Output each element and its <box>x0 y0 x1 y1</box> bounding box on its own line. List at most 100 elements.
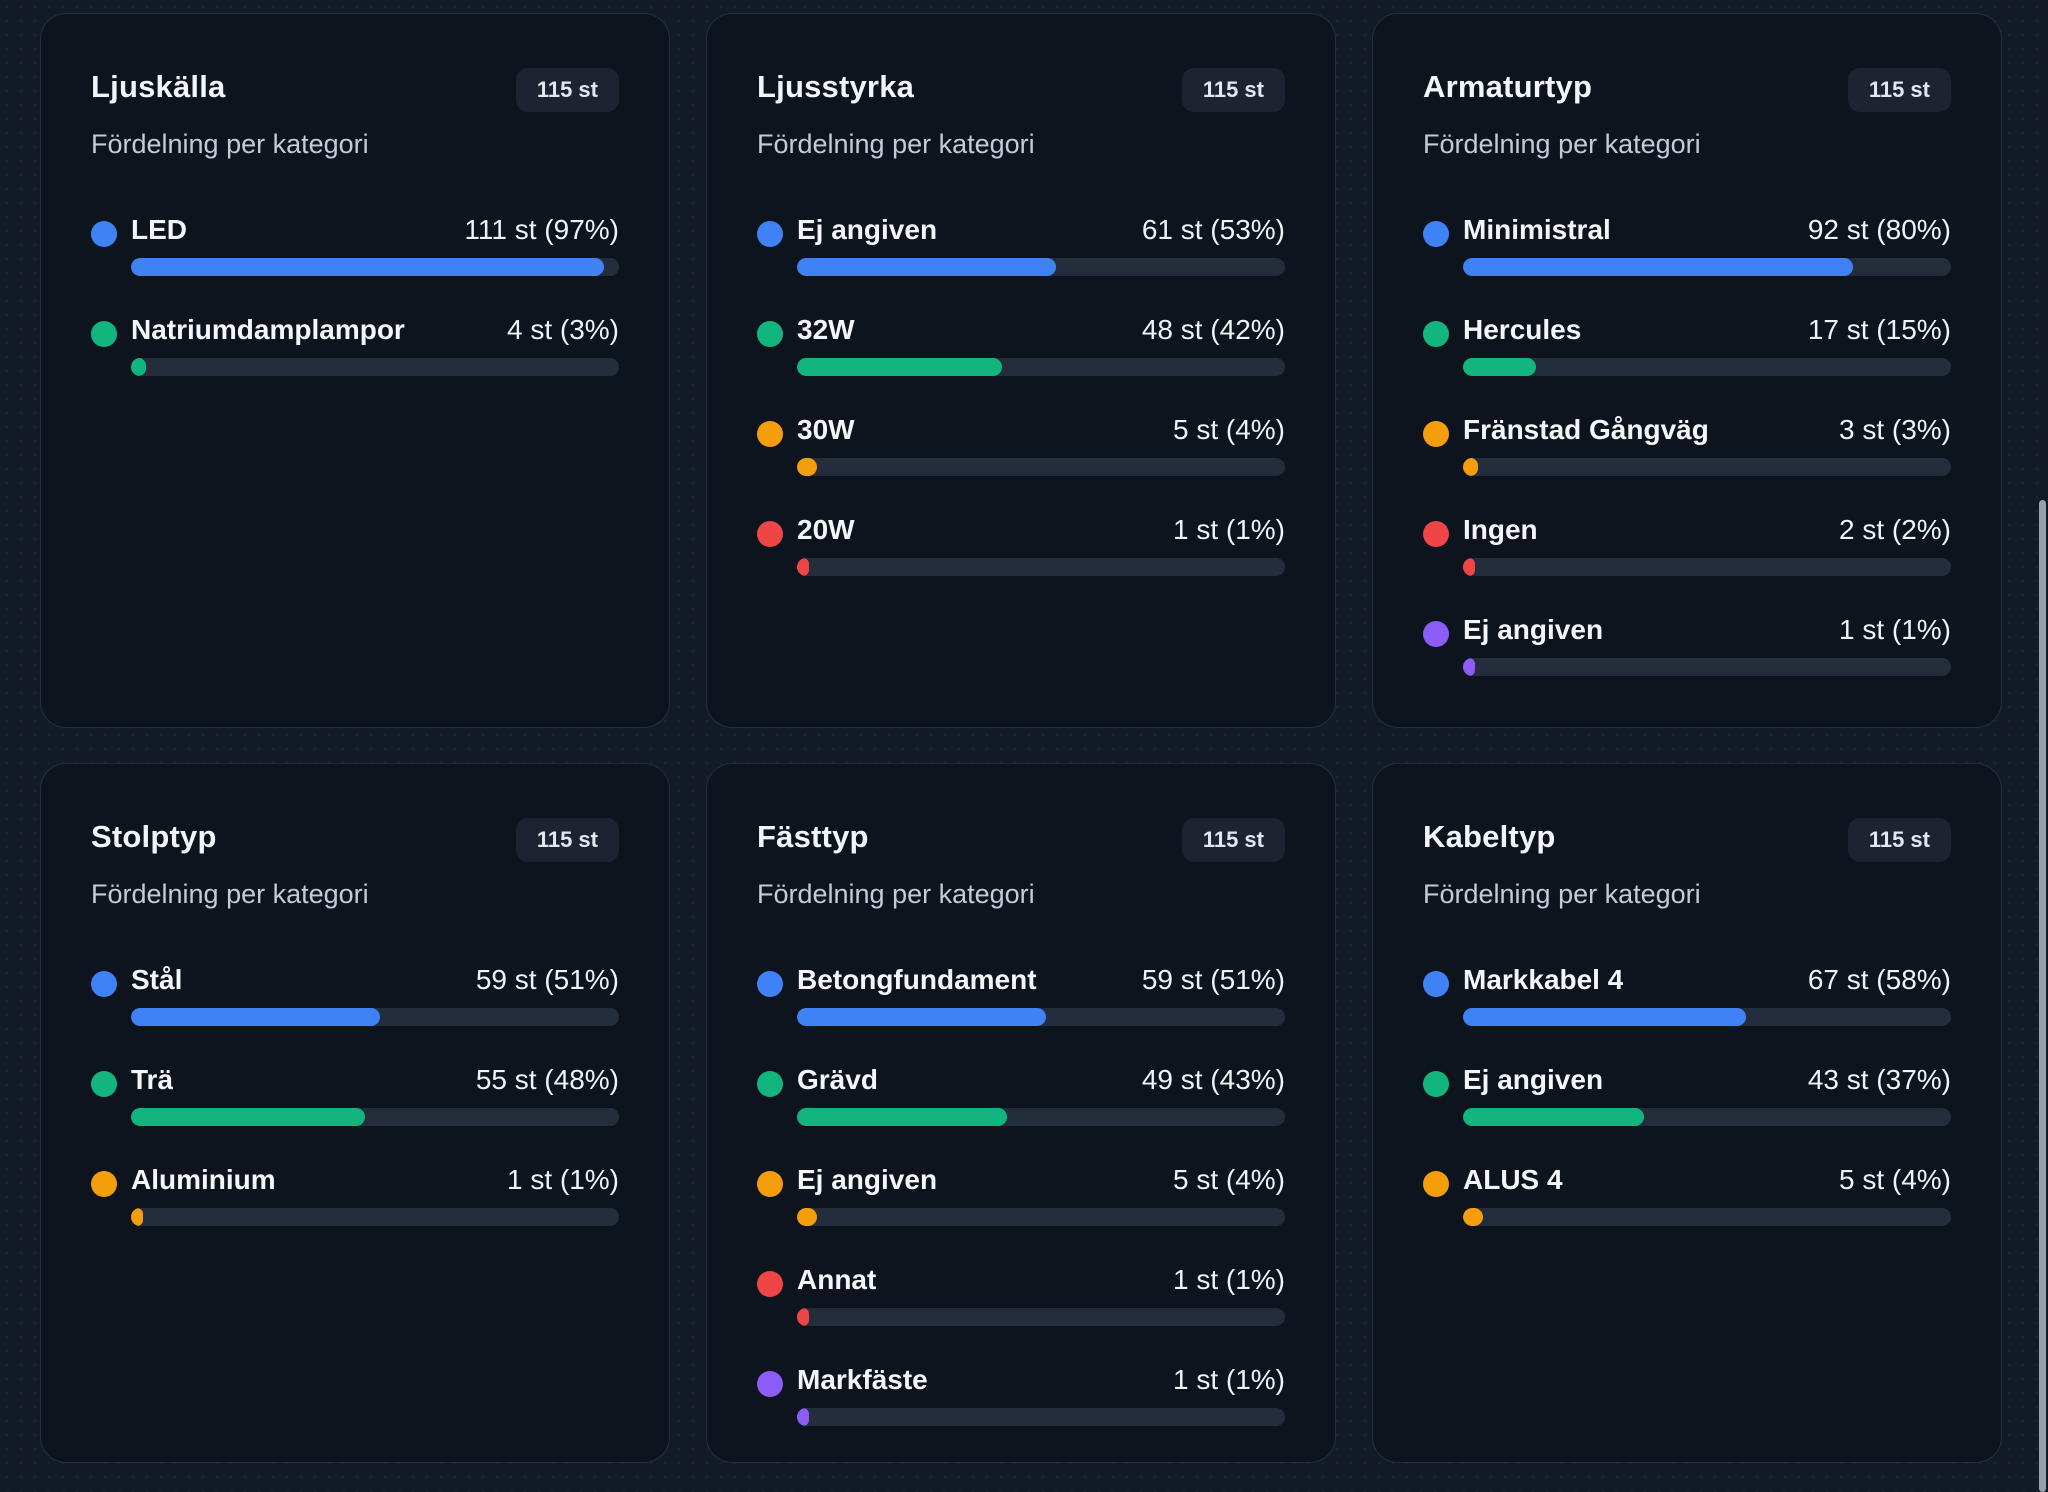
category-color-dot-icon <box>757 521 783 547</box>
progress-fill <box>797 1308 809 1326</box>
category-row: Annat 1 st (1%) <box>757 1264 1285 1326</box>
progress-fill <box>797 1008 1046 1026</box>
category-label: Markkabel 4 <box>1463 964 1624 995</box>
category-row-body: Betongfundament 59 st (51%) <box>797 964 1285 1026</box>
progress-fill <box>131 1008 380 1026</box>
dashboard-card-grid: Ljuskälla 115 st Fördelning per kategori LE… <box>40 13 2002 1463</box>
card-subtitle: Fördelning per kategori <box>1423 879 1701 909</box>
category-label: Minimistral <box>1463 214 1611 245</box>
category-row: Ej angiven 5 st (4%) <box>757 1164 1285 1226</box>
category-value: 43 st (37%) <box>1807 1064 1951 1095</box>
card-title: Fästtyp <box>757 819 869 854</box>
category-row: Markfäste 1 st (1%) <box>757 1364 1285 1426</box>
card-subtitle: Fördelning per kategori <box>91 129 369 159</box>
category-row-head: Hercules 17 st (15%) <box>1463 314 1951 346</box>
category-color-dot-icon <box>1423 221 1449 247</box>
category-color-dot-icon <box>1423 971 1449 997</box>
category-row-head: Ej angiven 5 st (4%) <box>797 1164 1285 1196</box>
category-row: Ej angiven 1 st (1%) <box>1423 614 1951 676</box>
card-title: Ljusstyrka <box>757 69 915 104</box>
progress-fill <box>131 258 605 276</box>
category-value: 111 st (97%) <box>464 214 619 245</box>
category-row: Markkabel 4 67 st (58%) <box>1423 964 1951 1026</box>
progress-fill <box>1463 1008 1747 1026</box>
category-value: 1 st (1%) <box>1172 514 1285 545</box>
category-row-head: Aluminium 1 st (1%) <box>131 1164 619 1196</box>
category-row-body: Annat 1 st (1%) <box>797 1264 1285 1326</box>
category-rows: Markkabel 4 67 st (58%) Ej angiven 43 st (3… <box>1423 964 1951 1226</box>
progress-track <box>797 358 1285 376</box>
count-badge: 115 st <box>1847 818 1951 862</box>
progress-track <box>131 1008 619 1026</box>
category-color-dot-icon <box>757 221 783 247</box>
progress-track <box>131 1208 619 1226</box>
count-badge: 115 st <box>515 818 619 862</box>
category-row-head: ALUS 4 5 st (4%) <box>1463 1164 1951 1196</box>
progress-fill <box>797 358 1002 376</box>
category-row-head: Ej angiven 61 st (53%) <box>797 214 1285 246</box>
card-header: Ljusstyrka 115 st <box>757 68 1285 112</box>
progress-fill <box>1463 458 1478 476</box>
category-value: 1 st (1%) <box>506 1164 619 1195</box>
card-title: Kabeltyp <box>1423 819 1556 854</box>
category-label: LED <box>131 214 187 245</box>
category-rows: Betongfundament 59 st (51%) Grävd 49 st (43… <box>757 964 1285 1426</box>
category-row: Ingen 2 st (2%) <box>1423 514 1951 576</box>
vertical-scrollbar-thumb[interactable] <box>2039 500 2046 1492</box>
category-value: 17 st (15%) <box>1807 314 1951 345</box>
progress-track <box>131 358 619 376</box>
category-color-dot-icon <box>1423 321 1449 347</box>
category-row-body: Markkabel 4 67 st (58%) <box>1463 964 1951 1026</box>
category-rows: Ej angiven 61 st (53%) 32W 48 st (42%) 30W 5 … <box>757 214 1285 576</box>
progress-track <box>1463 658 1951 676</box>
progress-fill <box>797 258 1056 276</box>
category-color-dot-icon <box>1423 521 1449 547</box>
category-row: LED 111 st (97%) <box>91 214 619 276</box>
category-card: Ljuskälla 115 st Fördelning per kategori LE… <box>40 13 670 728</box>
category-color-dot-icon <box>91 1071 117 1097</box>
category-color-dot-icon <box>757 421 783 447</box>
category-row-head: Grävd 49 st (43%) <box>797 1064 1285 1096</box>
category-rows: Minimistral 92 st (80%) Hercules 17 st (15%… <box>1423 214 1951 676</box>
progress-track <box>1463 258 1951 276</box>
category-card: Stolptyp 115 st Fördelning per kategori Stå… <box>40 763 670 1463</box>
category-label: Ej angiven <box>797 214 938 245</box>
category-row-head: Natriumdamplampor 4 st (3%) <box>131 314 619 346</box>
category-value: 5 st (4%) <box>1172 414 1285 445</box>
category-label: Ej angiven <box>797 1164 938 1195</box>
progress-track <box>797 558 1285 576</box>
card-subtitle: Fördelning per kategori <box>91 879 369 909</box>
card-header: Fästtyp 115 st <box>757 818 1285 862</box>
progress-track <box>797 258 1285 276</box>
category-row-head: Ej angiven 1 st (1%) <box>1463 614 1951 646</box>
category-row-head: Ingen 2 st (2%) <box>1463 514 1951 546</box>
category-label: Natriumdamplampor <box>131 314 405 345</box>
progress-fill <box>797 458 817 476</box>
progress-fill <box>797 1108 1007 1126</box>
category-row: 30W 5 st (4%) <box>757 414 1285 476</box>
category-row-head: Markkabel 4 67 st (58%) <box>1463 964 1951 996</box>
category-label: Betongfundament <box>797 964 1037 995</box>
category-label: Stål <box>131 964 183 995</box>
progress-track <box>1463 1008 1951 1026</box>
category-rows: Stål 59 st (51%) Trä 55 st (48%) Aluminium 1 … <box>91 964 619 1226</box>
category-row-head: Ej angiven 43 st (37%) <box>1463 1064 1951 1096</box>
category-row-head: Fränstad Gångväg 3 st (3%) <box>1463 414 1951 446</box>
category-row-head: Betongfundament 59 st (51%) <box>797 964 1285 996</box>
category-color-dot-icon <box>1423 1071 1449 1097</box>
category-color-dot-icon <box>1423 621 1449 647</box>
progress-track <box>131 258 619 276</box>
card-header: Armaturtyp 115 st <box>1423 68 1951 112</box>
category-label: Hercules <box>1463 314 1582 345</box>
category-value: 49 st (43%) <box>1141 1064 1285 1095</box>
category-row: Hercules 17 st (15%) <box>1423 314 1951 376</box>
progress-fill <box>797 1408 809 1426</box>
category-row-body: Aluminium 1 st (1%) <box>131 1164 619 1226</box>
category-color-dot-icon <box>91 321 117 347</box>
category-label: Ej angiven <box>1463 614 1604 645</box>
category-color-dot-icon <box>757 1071 783 1097</box>
progress-track <box>797 1408 1285 1426</box>
category-label: Annat <box>797 1264 877 1295</box>
category-value: 59 st (51%) <box>1141 964 1285 995</box>
category-row: Stål 59 st (51%) <box>91 964 619 1026</box>
